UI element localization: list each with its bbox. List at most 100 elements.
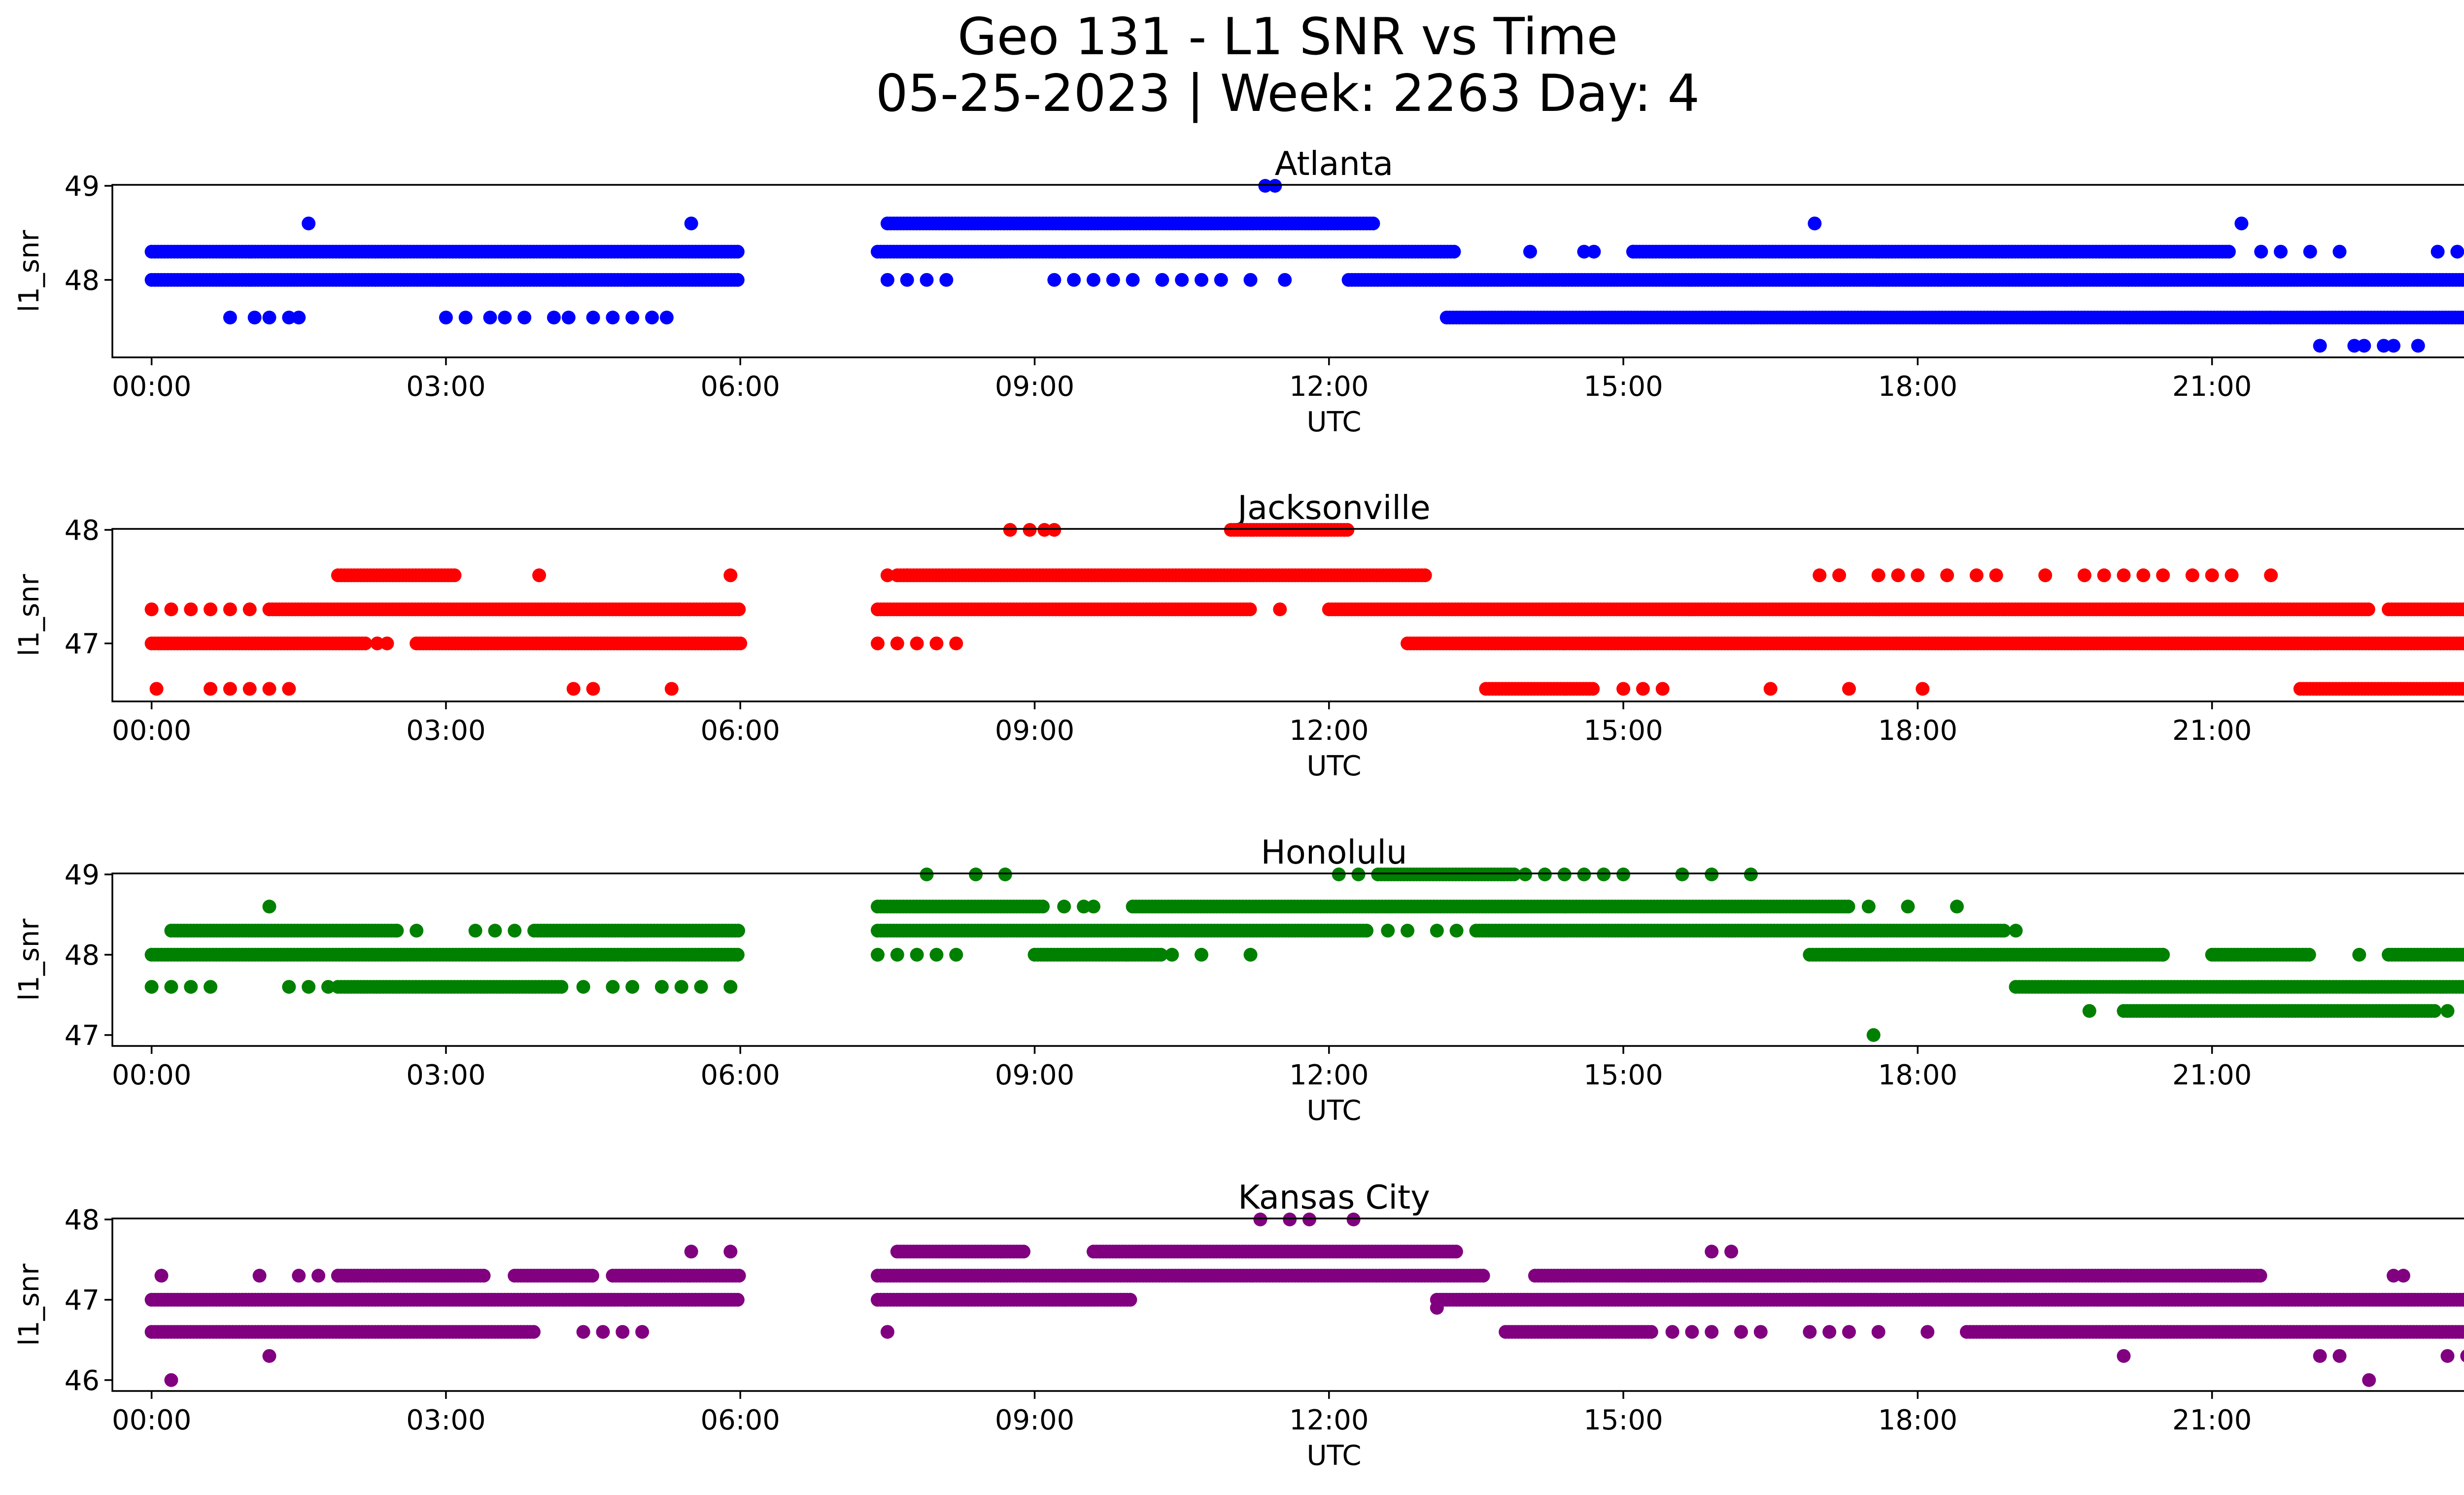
data-point [2411,339,2425,353]
data-point [723,980,738,994]
data-point [1577,868,1591,881]
data-point [731,924,746,938]
x-tick-label: 12:00 [1289,371,1369,403]
data-point [1401,924,1415,938]
data-point [606,311,620,325]
data-point [1243,947,1258,962]
data-point [2463,605,2464,614]
data-point [1243,273,1258,287]
data-point [302,216,316,231]
data-point [1841,900,1855,914]
data-point [1871,568,1885,583]
data-point [920,868,934,881]
x-tick-label: 09:00 [995,715,1074,747]
x-axis-label: UTC [1306,1095,1361,1127]
data-point [2377,339,2391,353]
data-point [1507,868,1521,881]
data-point [1997,924,2011,938]
scatter-series [144,523,2464,696]
scatter-series [144,179,2464,353]
data-point [870,947,885,962]
data-point [321,980,336,994]
data-point [380,636,394,651]
y-axis-label: l1_snr [13,574,45,657]
data-point [1273,602,1287,617]
x-tick-label: 06:00 [701,371,780,403]
data-point [730,947,745,962]
data-point [732,602,746,617]
data-point [2463,950,2464,959]
data-point [2352,947,2366,962]
data-point [1077,900,1091,914]
data-point [2082,1004,2096,1018]
data-point [1106,273,1120,287]
x-tick-label: 00:00 [112,1059,191,1091]
data-point [2136,568,2151,583]
data-point [282,311,296,325]
panel-title: Atlanta [1275,144,1393,183]
data-point [2462,684,2464,694]
data-point [730,273,745,287]
data-point [920,273,934,287]
data-point [1587,244,1601,259]
data-point [223,311,237,325]
data-point [2459,637,2464,650]
data-point [1036,900,1050,914]
data-point [1597,868,1611,881]
data-point [1577,244,1591,259]
data-point [242,682,257,696]
data-point [2009,924,2023,938]
data-point [1449,924,1464,938]
data-point [2185,568,2199,583]
x-tick-label: 21:00 [2172,371,2252,403]
data-point [2264,568,2278,583]
panel-title: Jacksonville [1235,488,1431,527]
data-point [282,682,296,696]
y-axis-label: l1_snr [13,918,45,1001]
data-point [730,244,745,259]
data-point [1155,273,1169,287]
data-point [2459,603,2464,616]
data-point [2450,244,2464,259]
data-point [1655,682,1670,696]
data-point [1366,216,1380,231]
data-point [1194,947,1208,962]
data-point [1340,523,1355,537]
data-point [561,311,576,325]
data-point [184,980,198,994]
data-point [2274,244,2288,259]
data-point [483,311,497,325]
y-axis-label: l1_snr [13,230,45,313]
data-point [910,636,924,651]
data-point [684,216,698,231]
data-point [468,924,482,938]
data-point [2463,639,2464,648]
x-tick-label: 15:00 [1583,715,1663,747]
data-point [1950,900,1964,914]
data-point [900,273,914,287]
data-point [2347,339,2361,353]
x-tick-label: 21:00 [2172,715,2252,747]
data-point [2097,568,2111,583]
plot-frame [111,184,2464,358]
data-point [2117,568,2131,583]
data-point [149,682,164,696]
data-point [2234,216,2249,231]
data-point [1214,273,1228,287]
data-point [547,311,561,325]
plot-frame [111,528,2464,702]
data-point [2459,980,2464,994]
data-point [1360,924,1374,938]
data-point [870,636,885,651]
data-point [625,311,640,325]
data-point [1763,682,1778,696]
data-point [262,311,276,325]
scatter-series [144,868,2464,1042]
data-point [1523,244,1537,259]
y-tick-label: 48 [65,939,100,972]
data-point [1430,924,1444,938]
data-point [517,311,532,325]
y-tick-label: 47 [65,628,100,660]
